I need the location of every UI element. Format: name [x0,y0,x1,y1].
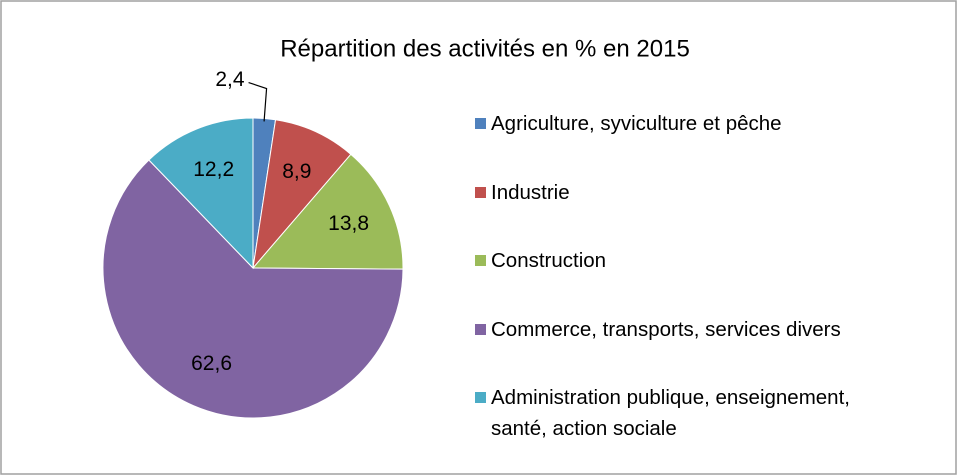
pie-slice [252,119,352,270]
data-label: 13,8 [328,212,369,235]
data-label: 12,2 [193,158,234,181]
pie-slice [148,117,254,270]
pie-slice [102,159,404,419]
legend-item: Construction [475,249,945,318]
legend-swatch [475,323,486,335]
chart-title: Répartition des activités en % en 2015 [280,35,690,62]
data-label: 62,6 [191,352,232,375]
legend-swatch [475,392,486,403]
legend-item: Agriculture, syviculture et pêche [475,112,945,181]
data-label: 2,4 [215,68,245,91]
legend-swatch [475,186,486,198]
legend-item: Administration publique, enseignement, s… [475,386,945,455]
legend-label: Agriculture, syviculture et pêche [491,112,782,135]
legend: Agriculture, syviculture et pêche Industr… [475,112,945,455]
legend-label: Commerce, transports, services divers [491,317,841,341]
legend-item: Commerce, transports, services divers [475,318,945,387]
legend-label: Construction [491,249,607,272]
legend-item: Industrie [475,181,945,250]
data-label: 8,9 [282,160,311,183]
legend-swatch [475,118,486,129]
legend-label: Industrie [491,180,570,204]
legend-label: Administration publique, enseignement, s… [491,386,850,440]
leader-line [248,81,268,122]
legend-swatch [475,255,486,266]
pie-slice [251,153,404,270]
